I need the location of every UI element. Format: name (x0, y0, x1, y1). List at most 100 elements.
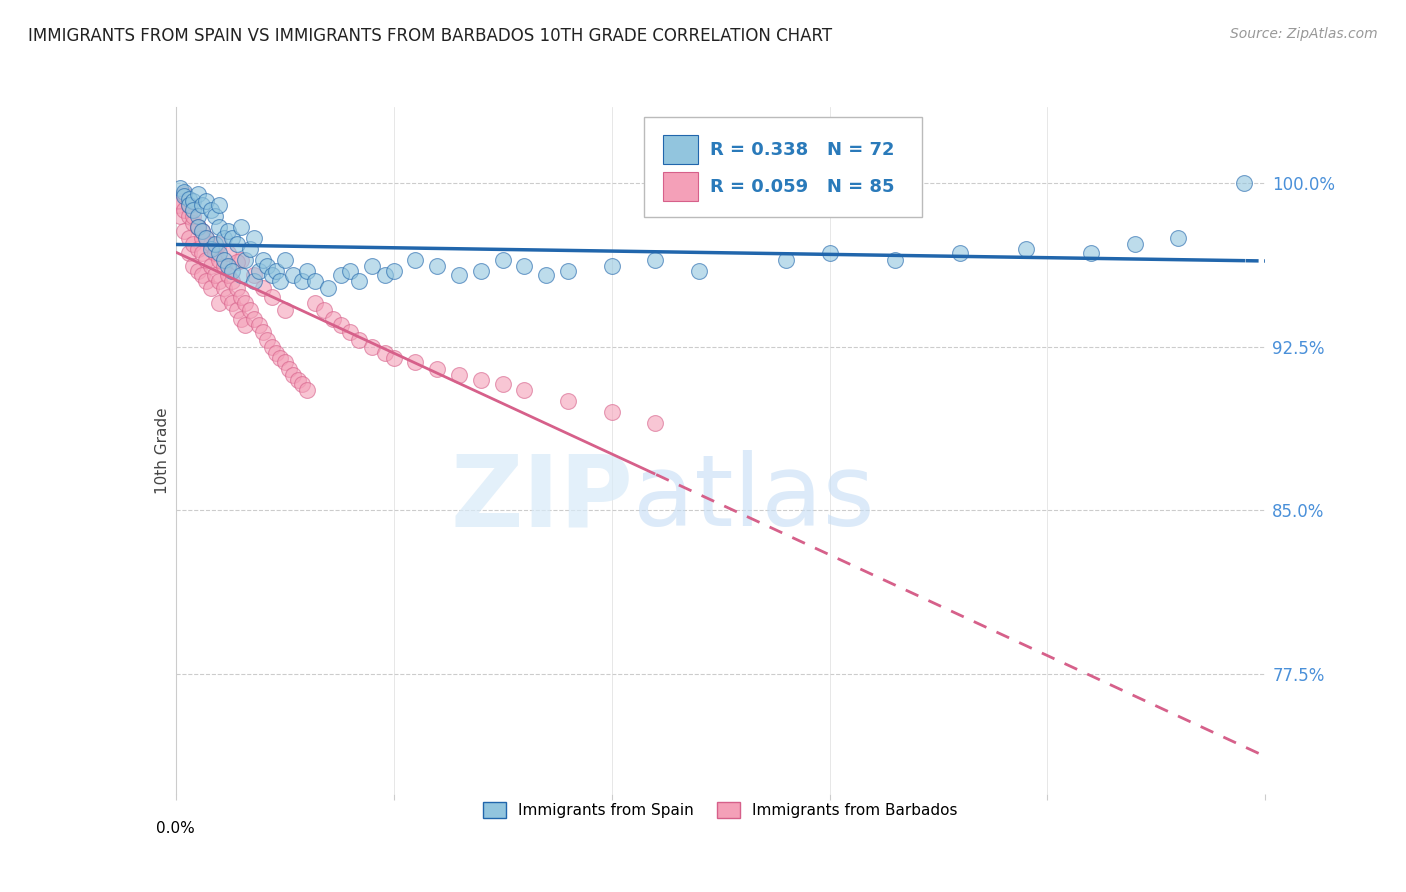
Point (195, 194, 218, 208)
Point (191, 231, 214, 245)
Point (221, 231, 243, 245)
Point (217, 290, 239, 304)
Point (173, 185, 195, 199)
Point (181, 216, 204, 230)
Point (235, 252, 257, 267)
Point (177, 192, 200, 206)
Point (186, 187, 209, 202)
Point (252, 281, 274, 295)
Point (195, 231, 218, 245)
Text: Source: ZipAtlas.com: Source: ZipAtlas.com (1230, 27, 1378, 41)
Point (181, 194, 204, 208)
Point (186, 219, 209, 234)
Point (231, 219, 253, 234)
Point (1123, 237, 1146, 252)
Point (291, 376, 314, 391)
Point (252, 252, 274, 267)
Point (1080, 246, 1102, 260)
Point (949, 246, 972, 260)
Point (221, 275, 243, 289)
Point (204, 246, 226, 260)
Point (186, 209, 209, 223)
Point (200, 202, 222, 217)
Point (212, 259, 235, 273)
Point (217, 259, 239, 273)
Point (283, 268, 305, 282)
Point (221, 296, 243, 310)
Point (235, 296, 257, 310)
Point (322, 311, 344, 326)
Point (231, 252, 253, 267)
Point (217, 224, 239, 238)
Point (200, 237, 222, 252)
Point (688, 263, 710, 277)
Point (181, 237, 204, 252)
Point (181, 202, 204, 217)
Point (173, 202, 195, 217)
Point (225, 281, 247, 295)
Point (243, 311, 266, 326)
Point (208, 275, 231, 289)
Point (256, 334, 278, 348)
Point (252, 325, 274, 339)
Point (644, 252, 666, 267)
Point (405, 252, 427, 267)
Text: atlas: atlas (633, 450, 875, 547)
Point (374, 346, 396, 360)
Point (269, 275, 291, 289)
Point (221, 263, 243, 277)
Point (200, 242, 222, 256)
Point (243, 268, 266, 282)
Point (600, 259, 623, 273)
Point (513, 259, 536, 273)
Point (264, 263, 287, 277)
Point (177, 198, 200, 212)
Point (217, 268, 239, 282)
Text: R = 0.338   N = 72: R = 0.338 N = 72 (710, 141, 894, 159)
Point (243, 275, 266, 289)
Point (231, 290, 253, 304)
Point (295, 263, 318, 277)
Point (426, 259, 449, 273)
Point (557, 394, 579, 409)
Point (260, 290, 283, 304)
Point (339, 325, 361, 339)
Point (177, 198, 200, 212)
Point (269, 351, 291, 365)
Point (304, 275, 326, 289)
Point (492, 252, 515, 267)
Point (274, 252, 297, 267)
Point (1232, 177, 1256, 191)
Point (239, 302, 262, 317)
Point (260, 340, 283, 354)
Bar (662, 136, 697, 164)
Point (191, 224, 214, 238)
Legend: Immigrants from Spain, Immigrants from Barbados: Immigrants from Spain, Immigrants from B… (477, 796, 965, 824)
Point (274, 355, 297, 369)
Point (447, 368, 470, 383)
Text: ZIP: ZIP (450, 450, 633, 547)
Point (330, 268, 353, 282)
Point (217, 246, 239, 260)
Point (208, 219, 231, 234)
Point (283, 368, 305, 383)
Point (374, 268, 396, 282)
Point (225, 255, 247, 269)
Point (204, 268, 226, 282)
Point (347, 334, 370, 348)
Point (191, 268, 214, 282)
Point (318, 281, 340, 295)
Point (447, 268, 470, 282)
Point (181, 259, 204, 273)
Point (186, 263, 209, 277)
Point (208, 246, 231, 260)
Point (1015, 242, 1038, 256)
Point (818, 246, 841, 260)
Point (644, 416, 666, 430)
Y-axis label: 10th Grade: 10th Grade (155, 407, 170, 494)
Point (208, 296, 231, 310)
Point (169, 194, 191, 208)
Point (492, 376, 515, 391)
Point (287, 373, 309, 387)
Point (231, 311, 253, 326)
